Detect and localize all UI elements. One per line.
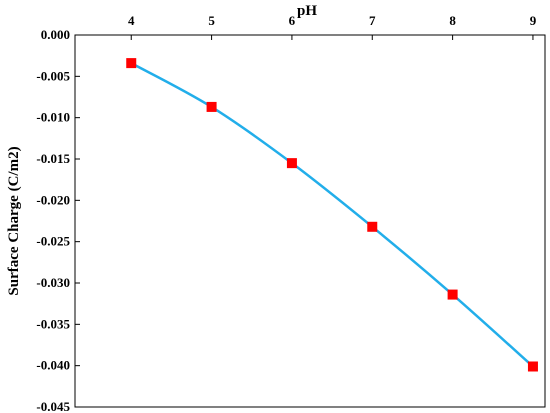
data-point-marker: [126, 58, 137, 69]
x-tick-label: 9: [530, 13, 537, 28]
data-point-marker: [367, 221, 378, 232]
x-tick-label: 6: [289, 13, 296, 28]
y-tick-label: -0.025: [36, 234, 70, 249]
y-tick-label: -0.040: [36, 358, 70, 373]
data-point-marker: [286, 158, 297, 169]
x-tick-label: 8: [449, 13, 456, 28]
series-line: [130, 62, 534, 368]
data-markers: [126, 58, 538, 372]
y-tick-label: -0.030: [36, 275, 70, 290]
x-axis-ticks: 4 5 6 7 8 9: [128, 13, 537, 40]
x-tick-label: 5: [208, 13, 215, 28]
y-tick-label: -0.020: [36, 192, 70, 207]
data-point-marker: [527, 361, 538, 372]
data-point-marker: [206, 101, 217, 112]
y-tick-label: -0.045: [36, 399, 70, 413]
y-tick-label: -0.015: [36, 151, 70, 166]
plot-frame: [74, 34, 546, 408]
x-tick-label: 7: [369, 13, 376, 28]
y-tick-label: -0.010: [36, 110, 70, 125]
y-tick-label: -0.005: [36, 68, 70, 83]
y-axis-title: Surface Charge (C/m2): [6, 146, 22, 295]
x-axis-title: pH: [297, 3, 317, 19]
y-axis-ticks: 0.000 -0.005 -0.010 -0.015 -0.020 -0.025 -0.03…: [36, 27, 80, 413]
x-tick-label: 4: [128, 13, 135, 28]
data-point-marker: [447, 289, 458, 300]
y-tick-label: 0.000: [41, 27, 70, 42]
y-tick-label: -0.035: [36, 316, 70, 331]
